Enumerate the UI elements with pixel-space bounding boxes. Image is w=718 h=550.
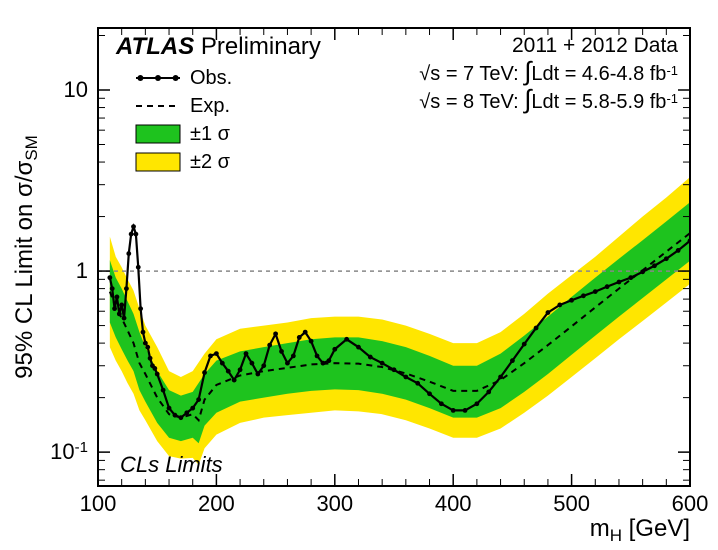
svg-text:95% CL Limit on σ/σSM: 95% CL Limit on σ/σSM [11, 135, 41, 379]
svg-text:600: 600 [672, 491, 709, 516]
svg-text:200: 200 [198, 491, 235, 516]
svg-text:400: 400 [435, 491, 472, 516]
svg-text:±1 σ: ±1 σ [190, 123, 231, 145]
cl-limit-chart: 100200300400500600mH [GeV]10-111095% CL … [0, 0, 718, 550]
svg-text:500: 500 [553, 491, 590, 516]
svg-text:ATLAS Preliminary: ATLAS Preliminary [115, 33, 321, 60]
svg-text:300: 300 [316, 491, 353, 516]
svg-text:100: 100 [80, 491, 117, 516]
svg-text:2011 + 2012 Data: 2011 + 2012 Data [512, 34, 678, 57]
svg-text:mH [GeV]: mH [GeV] [590, 515, 690, 545]
svg-text:±2 σ: ±2 σ [190, 151, 231, 173]
svg-text:CLs Limits: CLs Limits [120, 452, 223, 477]
svg-text:Exp.: Exp. [190, 95, 230, 117]
chart-svg: 100200300400500600mH [GeV]10-111095% CL … [0, 0, 718, 550]
svg-text:1: 1 [76, 258, 88, 283]
svg-text:Obs.: Obs. [190, 67, 232, 89]
svg-text:10: 10 [64, 77, 88, 102]
